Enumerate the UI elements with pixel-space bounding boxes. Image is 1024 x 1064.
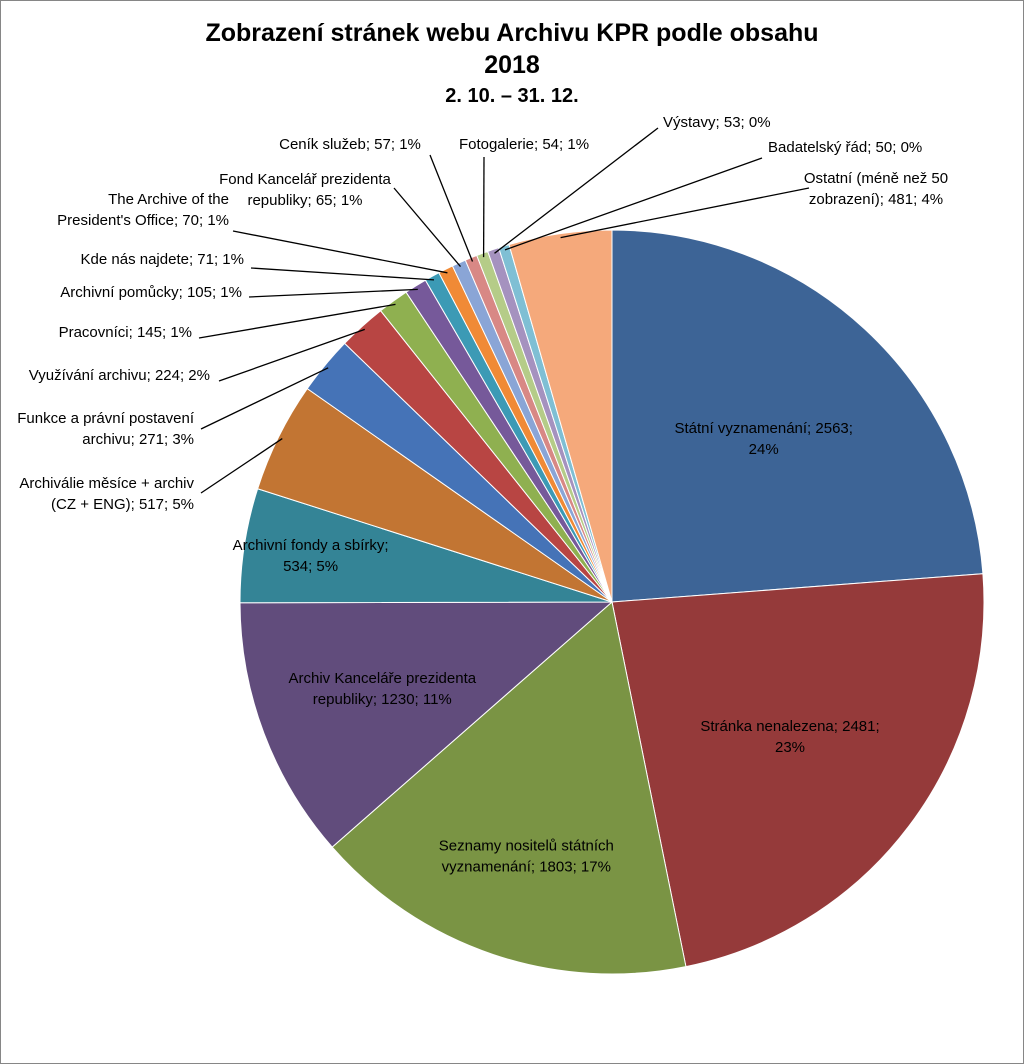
slice-label-line: The Archive of the <box>108 191 229 208</box>
slice-label-line: Fotogalerie; 54; 1% <box>459 136 589 153</box>
leader-line <box>429 154 474 262</box>
leader-line <box>200 438 283 494</box>
slice-label-line: 24% <box>749 441 779 458</box>
slice-label-line: Fond Kancelář prezidenta <box>219 171 391 188</box>
chart-title: Zobrazení stránek webu Archivu KPR podle… <box>205 19 818 47</box>
slice-label-line: 534; 5% <box>283 558 338 575</box>
leader-line <box>494 127 659 254</box>
slice-label-line: Ostatní (méně než 50 <box>804 170 948 187</box>
pie-slice <box>611 573 985 968</box>
slice-label-line: 23% <box>775 739 805 756</box>
slice-label-line: Archivní pomůcky; 105; 1% <box>60 284 242 301</box>
leader-line <box>200 367 329 430</box>
slice-label: Ostatní (méně než 50 zobrazení); 481; 4% <box>804 170 948 208</box>
slice-label: Fond Kancelář prezidenta republiky; 65; 1… <box>219 171 391 209</box>
slice-label: Archivní pomůcky; 105; 1% <box>60 284 242 301</box>
slice-label-line: Archiv Kanceláře prezidenta <box>288 670 476 687</box>
slice-label-line: Funkce a právní postavení <box>17 410 195 427</box>
slice-label-line: Pracovníci; 145; 1% <box>59 324 192 341</box>
leader-line <box>250 267 435 281</box>
slice-label: Kde nás najdete; 71; 1% <box>81 251 244 268</box>
slice-label: Využívání archivu; 224; 2% <box>29 367 210 384</box>
slice-label-line: republiky; 1230; 11% <box>313 691 452 708</box>
slice-label: Archiv Kanceláře prezidenta republiky; 12… <box>288 670 476 708</box>
leader-line <box>218 328 366 382</box>
slice-label-line: Kde nás najdete; 71; 1% <box>81 251 244 268</box>
slice-label: Stránka nenalezena; 2481; 23% <box>700 718 879 756</box>
pie-slice <box>331 601 687 975</box>
leader-line <box>504 157 763 251</box>
leader-line <box>248 288 418 298</box>
pie-slice <box>611 229 984 603</box>
slice-label-line: Ceník služeb; 57; 1% <box>279 136 421 153</box>
slice-label-line: republiky; 65; 1% <box>247 192 362 209</box>
slice-label: Státní vyznamenání; 2563; 24% <box>674 420 852 458</box>
slice-label: Výstavy; 53; 0% <box>663 114 771 131</box>
slice-label: Seznamy nositelů státních vyznamenání; 18… <box>439 837 614 875</box>
slice-label-line: vyznamenání; 1803; 17% <box>442 858 611 875</box>
slice-label-line: Státní vyznamenání; 2563; <box>674 420 852 437</box>
slice-label-line: (CZ + ENG); 517; 5% <box>51 496 194 513</box>
pie-slice <box>508 229 613 603</box>
slice-label: Badatelský řád; 50; 0% <box>768 139 922 156</box>
slice-label: Archivní fondy a sbírky; 534; 5% <box>233 537 389 575</box>
slice-label-line: Stránka nenalezena; 2481; <box>700 718 879 735</box>
slice-label-line: zobrazení); 481; 4% <box>809 191 943 208</box>
slice-label-line: Výstavy; 53; 0% <box>663 114 771 131</box>
leader-line <box>560 187 810 239</box>
slice-label-line: archivu; 271; 3% <box>82 431 194 448</box>
chart-subtitle-range: 2. 10. – 31. 12. <box>445 85 578 107</box>
chart-subtitle-year: 2018 <box>484 51 540 79</box>
leader-line <box>232 230 448 274</box>
slice-label: The Archive of the President's Office; 70… <box>57 191 229 229</box>
slice-label: Ceník služeb; 57; 1% <box>279 136 421 153</box>
leader-line <box>198 303 396 339</box>
slice-label: Funkce a právní postavení archivu; 271; 3… <box>17 410 195 448</box>
slice-label-line: Badatelský řád; 50; 0% <box>768 139 922 156</box>
slice-label: Pracovníci; 145; 1% <box>59 324 192 341</box>
slice-label-line: Archiválie měsíce + archiv <box>19 475 194 492</box>
slice-label-line: President's Office; 70; 1% <box>57 212 229 229</box>
slice-label-line: Seznamy nositelů státních <box>439 837 614 854</box>
slice-label: Fotogalerie; 54; 1% <box>459 136 589 153</box>
slice-label-line: Archivní fondy a sbírky; <box>233 537 389 554</box>
pie-slice <box>239 601 614 848</box>
leader-line <box>393 187 461 268</box>
slice-label: Archiválie měsíce + archiv (CZ + ENG); 51… <box>19 475 194 513</box>
slice-label-line: Využívání archivu; 224; 2% <box>29 367 210 384</box>
